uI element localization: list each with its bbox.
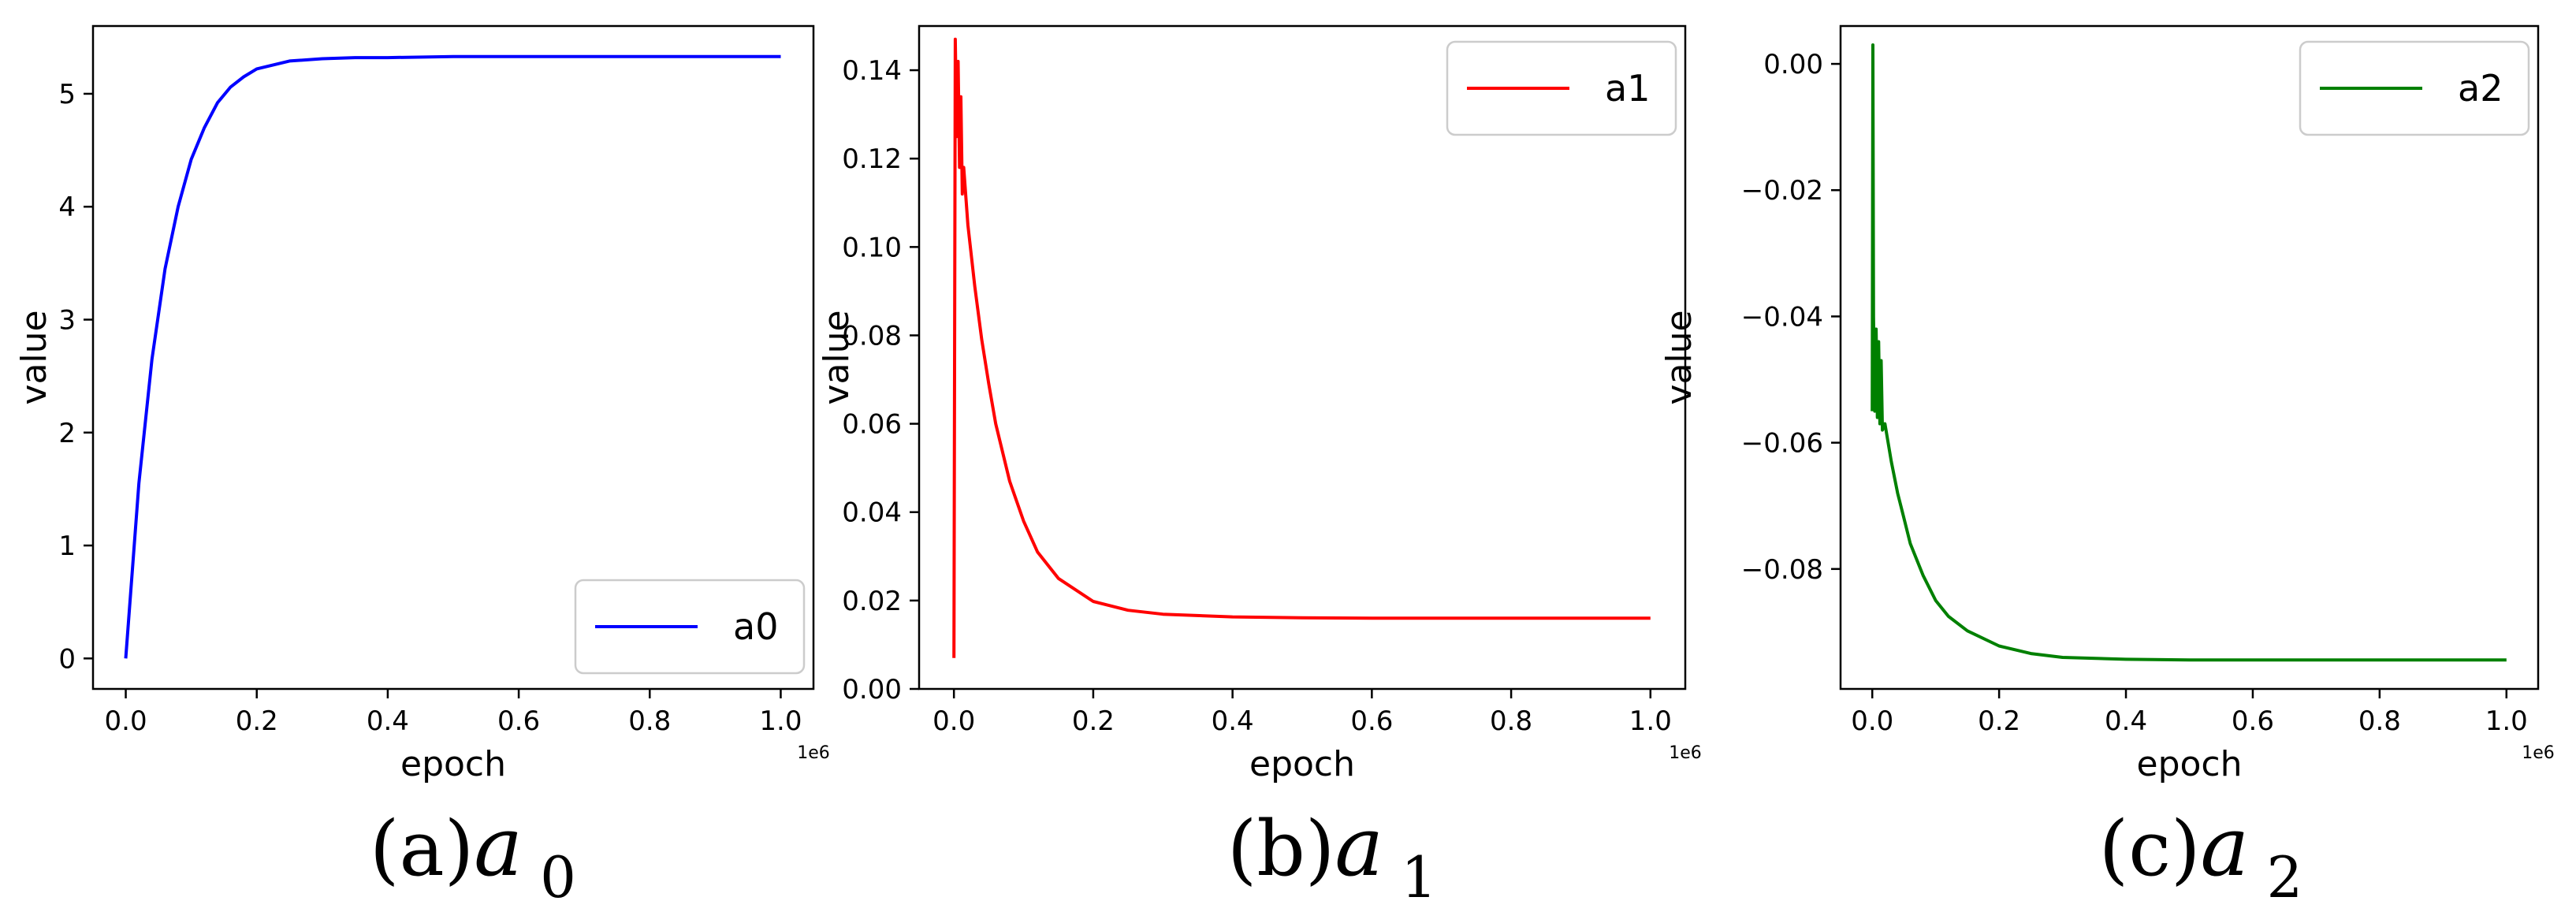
caption-variable: a bbox=[2200, 798, 2249, 895]
y-axis-label: value bbox=[1659, 310, 1699, 404]
y-tick-label: 3 bbox=[58, 305, 76, 337]
x-axis-label: epoch bbox=[1249, 744, 1355, 784]
panel-caption: (a)a 0 bbox=[370, 798, 576, 910]
y-tick-label: 5 bbox=[58, 79, 76, 110]
plot-frame bbox=[918, 24, 1687, 691]
panel-caption: (c)a 2 bbox=[2099, 798, 2303, 910]
x-tick-label: 0.6 bbox=[497, 705, 540, 737]
caption-variable: a bbox=[474, 798, 523, 895]
panel-caption: (b)a 1 bbox=[1227, 798, 1437, 910]
y-tick-label: 0.04 bbox=[842, 497, 902, 529]
x-tick-label: 0.4 bbox=[2105, 705, 2147, 737]
y-tick-label: 0.02 bbox=[842, 586, 902, 617]
plot-frame bbox=[1839, 24, 2540, 691]
legend-label-a2: a2 bbox=[2458, 67, 2503, 110]
x-tick-label: 0.0 bbox=[105, 705, 147, 737]
y-tick-label: 4 bbox=[58, 192, 76, 223]
x-tick-label: 0.0 bbox=[1851, 705, 1893, 737]
x-tick-label: 1.0 bbox=[2485, 705, 2528, 737]
x-tick-label: 0.2 bbox=[1072, 705, 1115, 737]
chart-panel-0: 0.0 0.2 0.4 0.6 0.8 1.00123451e6epochvaluea0(… bbox=[14, 24, 830, 910]
y-tick-label: 0.14 bbox=[842, 55, 902, 87]
x-tick-label: 0.8 bbox=[2358, 705, 2401, 737]
caption-prefix: (a) bbox=[370, 805, 474, 893]
plot-frame bbox=[91, 24, 815, 691]
series-line-a2 bbox=[1871, 43, 2507, 662]
x-tick-label: 1.0 bbox=[759, 705, 802, 737]
x-tick-label: 0.4 bbox=[1212, 705, 1254, 737]
y-tick-label: −0.06 bbox=[1741, 428, 1823, 460]
chart-panel-1: 0.0 0.2 0.4 0.6 0.8 1.0 0.00 0.02 0.04 0.06 0.08 0.… bbox=[817, 24, 1702, 910]
chart-panel-2: 0.0 0.2 0.4 0.6 0.8 1.0 0.00 −0.02 −0.04 −0.06 −0.… bbox=[1659, 24, 2555, 910]
caption-subscript: 1 bbox=[1401, 844, 1437, 910]
legend: a0 bbox=[574, 579, 806, 675]
y-tick-label: 0 bbox=[58, 643, 76, 675]
caption-subscript: 2 bbox=[2266, 844, 2302, 910]
y-tick-label: −0.08 bbox=[1741, 554, 1823, 586]
y-axis-label: value bbox=[14, 310, 54, 404]
x-axis-label: epoch bbox=[400, 744, 506, 784]
x-tick-label: 0.8 bbox=[628, 705, 671, 737]
y-tick-label: 0.00 bbox=[1763, 49, 1823, 80]
y-tick-label: 1 bbox=[58, 530, 76, 562]
series-line-a0 bbox=[124, 54, 781, 659]
caption-prefix: (b) bbox=[1227, 805, 1335, 893]
x-tick-label: 0.6 bbox=[2232, 705, 2274, 737]
x-offset-label: 1e6 bbox=[2522, 743, 2555, 763]
x-axis-label: epoch bbox=[2137, 744, 2243, 784]
x-tick-label: 0.6 bbox=[1350, 705, 1393, 737]
x-tick-label: 0.2 bbox=[236, 705, 278, 737]
x-tick-label: 1.0 bbox=[1629, 705, 1672, 737]
legend: a1 bbox=[1446, 40, 1677, 136]
x-offset-label: 1e6 bbox=[1669, 743, 1702, 763]
y-tick-label: −0.04 bbox=[1741, 301, 1823, 333]
y-tick-label: −0.02 bbox=[1741, 175, 1823, 207]
y-tick-label: 0.12 bbox=[842, 143, 902, 175]
y-tick-label: 0.10 bbox=[842, 232, 902, 263]
y-tick-label: 2 bbox=[58, 418, 76, 449]
caption-prefix: (c) bbox=[2099, 805, 2201, 893]
legend: a2 bbox=[2299, 40, 2530, 136]
x-tick-label: 0.8 bbox=[1490, 705, 1532, 737]
series-line-a1 bbox=[952, 37, 1651, 658]
x-tick-label: 0.2 bbox=[1978, 705, 2020, 737]
y-tick-label: 0.06 bbox=[842, 409, 902, 441]
x-offset-label: 1e6 bbox=[797, 743, 830, 763]
x-tick-label: 0.4 bbox=[367, 705, 409, 737]
caption-variable: a bbox=[1335, 798, 1383, 895]
y-axis-label: value bbox=[817, 310, 857, 404]
y-tick-label: 0.08 bbox=[842, 320, 902, 352]
caption-subscript: 0 bbox=[540, 844, 576, 910]
legend-label-a0: a0 bbox=[733, 605, 778, 648]
x-tick-label: 0.0 bbox=[932, 705, 975, 737]
y-tick-label: 0.00 bbox=[842, 674, 902, 705]
legend-label-a1: a1 bbox=[1605, 67, 1650, 110]
